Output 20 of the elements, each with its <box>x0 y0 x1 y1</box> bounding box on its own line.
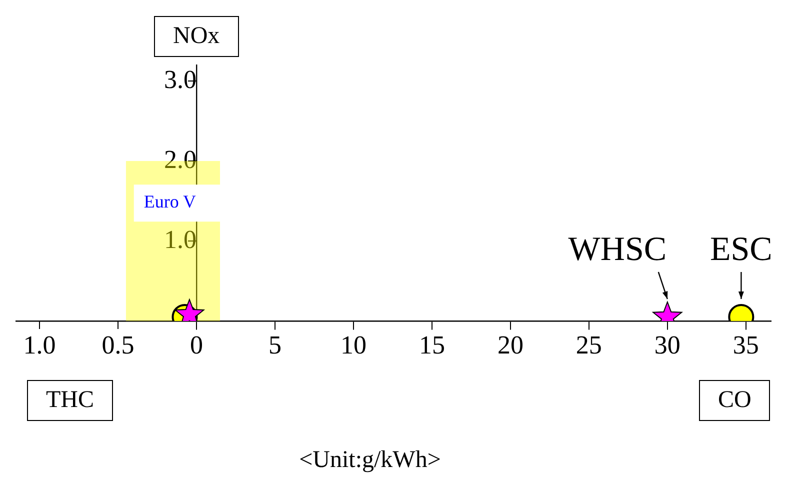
x-tick-label: 35 <box>732 330 759 360</box>
y-tick-label: 1.0 <box>164 224 197 254</box>
x-tick-label: 5 <box>268 330 282 360</box>
text: CO <box>699 380 770 421</box>
x-tick-label: 20 <box>497 330 524 360</box>
series-label: Euro V <box>144 191 196 212</box>
series-label: ESC <box>710 230 772 268</box>
x-tick-label: 30 <box>654 330 680 360</box>
x-tick-label: 0 <box>190 330 204 360</box>
x2-tick-label: 0.5 <box>102 330 134 360</box>
y-tick-label: 3.0 <box>164 64 197 94</box>
y-tick-label: 2.0 <box>164 144 197 174</box>
text: THC <box>27 380 113 421</box>
series-label: WHSC <box>568 230 667 268</box>
y-axis-title: NOx <box>154 16 239 57</box>
x-tick-label: 15 <box>418 330 445 360</box>
x-tick-label: 25 <box>576 330 602 360</box>
x-tick-label: 10 <box>340 330 366 360</box>
x-axis-title: <Unit:g/kWh> <box>299 447 441 474</box>
x2-tick-label: 1.0 <box>23 330 56 360</box>
